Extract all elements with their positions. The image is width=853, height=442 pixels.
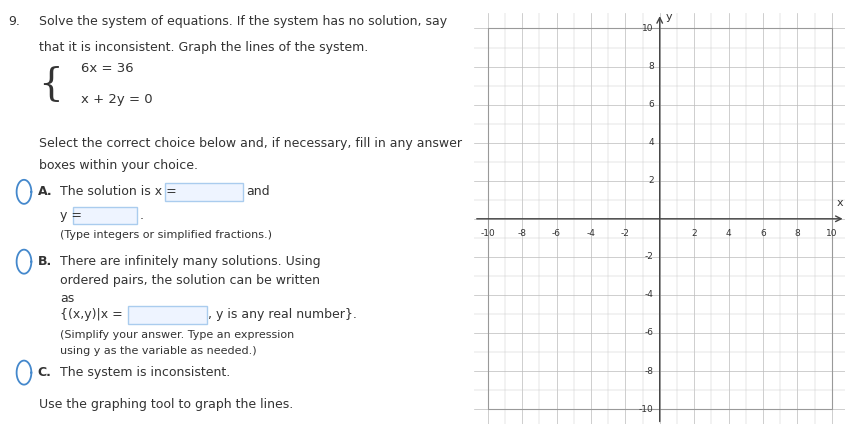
Text: {: { bbox=[38, 66, 63, 103]
Text: Solve the system of equations. If the system has no solution, say: Solve the system of equations. If the sy… bbox=[39, 15, 447, 28]
Text: -2: -2 bbox=[620, 229, 629, 238]
Text: 2: 2 bbox=[690, 229, 696, 238]
Text: -6: -6 bbox=[644, 328, 653, 338]
Bar bbox=[128, 306, 206, 324]
Text: as: as bbox=[60, 292, 74, 305]
Text: .: . bbox=[139, 209, 143, 222]
Text: 10: 10 bbox=[641, 24, 653, 33]
Text: -8: -8 bbox=[517, 229, 526, 238]
Text: -2: -2 bbox=[644, 252, 653, 261]
Text: B.: B. bbox=[38, 255, 52, 268]
Text: and: and bbox=[247, 185, 270, 198]
Text: A.: A. bbox=[38, 185, 52, 198]
Text: using y as the variable as needed.): using y as the variable as needed.) bbox=[60, 347, 256, 356]
Text: -6: -6 bbox=[551, 229, 560, 238]
Text: that it is inconsistent. Graph the lines of the system.: that it is inconsistent. Graph the lines… bbox=[39, 41, 368, 53]
Text: 6: 6 bbox=[759, 229, 765, 238]
Text: ordered pairs, the solution can be written: ordered pairs, the solution can be writt… bbox=[60, 274, 320, 287]
Text: 8: 8 bbox=[647, 62, 653, 71]
Text: boxes within your choice.: boxes within your choice. bbox=[39, 159, 198, 172]
Text: y =: y = bbox=[60, 209, 82, 222]
Text: 6: 6 bbox=[647, 100, 653, 109]
Text: x + 2y = 0: x + 2y = 0 bbox=[80, 93, 152, 106]
Text: , y is any real number}.: , y is any real number}. bbox=[208, 308, 357, 321]
Text: 10: 10 bbox=[825, 229, 837, 238]
Text: x: x bbox=[836, 198, 843, 208]
Text: 2: 2 bbox=[647, 176, 653, 185]
Text: The system is inconsistent.: The system is inconsistent. bbox=[60, 366, 230, 379]
Text: 9.: 9. bbox=[9, 15, 20, 28]
Text: There are infinitely many solutions. Using: There are infinitely many solutions. Usi… bbox=[60, 255, 320, 268]
Text: 4: 4 bbox=[647, 138, 653, 147]
Text: C.: C. bbox=[38, 366, 52, 379]
Text: -8: -8 bbox=[644, 366, 653, 376]
Text: -10: -10 bbox=[479, 229, 495, 238]
Text: (Type integers or simplified fractions.): (Type integers or simplified fractions.) bbox=[60, 230, 271, 240]
Text: 6x = 36: 6x = 36 bbox=[80, 62, 133, 75]
Text: -4: -4 bbox=[644, 290, 653, 299]
Text: -4: -4 bbox=[586, 229, 595, 238]
Bar bbox=[165, 183, 243, 201]
Text: (Simplify your answer. Type an expression: (Simplify your answer. Type an expressio… bbox=[60, 330, 293, 340]
Text: The solution is x =: The solution is x = bbox=[60, 185, 177, 198]
Bar bbox=[73, 207, 137, 224]
Text: {(x,y)|x =: {(x,y)|x = bbox=[60, 308, 123, 321]
Text: -10: -10 bbox=[638, 404, 653, 414]
Text: Use the graphing tool to graph the lines.: Use the graphing tool to graph the lines… bbox=[39, 398, 293, 411]
Text: Select the correct choice below and, if necessary, fill in any answer: Select the correct choice below and, if … bbox=[39, 137, 461, 150]
Text: 8: 8 bbox=[793, 229, 799, 238]
Text: 4: 4 bbox=[725, 229, 730, 238]
Text: y: y bbox=[665, 12, 671, 22]
